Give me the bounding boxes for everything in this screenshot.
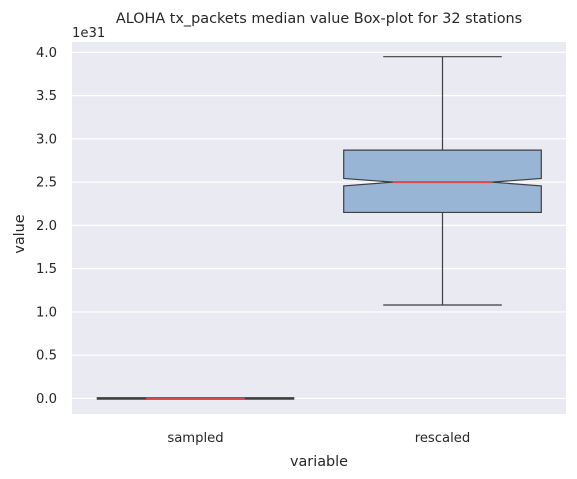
y-tick-label: 3.5 <box>36 89 57 104</box>
y-tick-label: 0.5 <box>36 349 57 364</box>
y-offset-text: 1e31 <box>72 26 105 41</box>
y-tick-label: 1.5 <box>36 262 57 277</box>
y-tick-label: 3.0 <box>36 132 57 147</box>
x-tick-labels: sampled rescaled <box>167 431 470 446</box>
x-tick-label: sampled <box>167 431 223 446</box>
boxes <box>96 56 542 400</box>
grid-lines <box>72 51 566 400</box>
y-tick-label: 2.5 <box>36 176 57 191</box>
x-tick-label: rescaled <box>415 431 471 446</box>
x-axis-label: variable <box>290 454 348 470</box>
y-tick-label: 0.0 <box>36 392 57 407</box>
y-tick-labels: 0.0 0.5 1.0 1.5 2.0 2.5 3.0 3.5 4.0 <box>36 46 57 407</box>
y-tick-label: 4.0 <box>36 46 57 61</box>
plot-area <box>72 42 566 414</box>
y-tick-label: 1.0 <box>36 305 57 320</box>
y-axis-label: value <box>12 214 28 253</box>
chart-title: ALOHA tx_packets median value Box-plot f… <box>116 11 522 27</box>
y-tick-label: 2.0 <box>36 219 57 234</box>
